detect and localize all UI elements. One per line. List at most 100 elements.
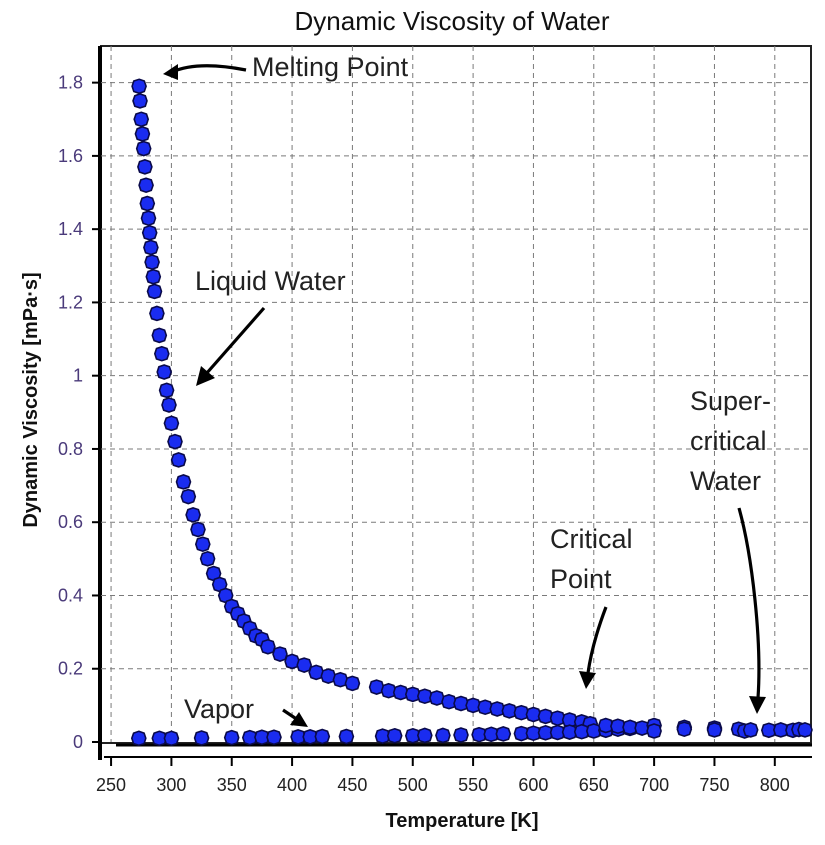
data-point bbox=[380, 682, 397, 699]
data-point bbox=[320, 668, 337, 684]
data-point bbox=[429, 690, 445, 706]
y-tick-label: 0.2 bbox=[58, 659, 83, 679]
data-point bbox=[314, 728, 331, 745]
critical-arrowhead bbox=[579, 671, 596, 689]
series-vapor bbox=[130, 720, 638, 747]
y-tick-label: 0.8 bbox=[58, 439, 83, 459]
data-point bbox=[153, 345, 170, 362]
vapor-arrowhead bbox=[290, 712, 308, 727]
y-tick-labels: 0 0.2 0.4 0.6 0.8 1 1.2 1.4 1.6 1.8 bbox=[58, 73, 83, 752]
data-point bbox=[392, 684, 409, 701]
data-point bbox=[175, 474, 192, 490]
annotation-supercritical-3: Water bbox=[690, 466, 761, 496]
data-point bbox=[163, 730, 180, 747]
x-tick-label: 250 bbox=[96, 775, 126, 795]
series-liquid-water bbox=[131, 78, 599, 732]
annotation-critical-1: Critical bbox=[550, 524, 633, 554]
x-tick-label: 800 bbox=[760, 775, 790, 795]
data-point bbox=[133, 111, 150, 128]
series-super-critical-water bbox=[597, 717, 813, 739]
data-point bbox=[151, 327, 168, 344]
data-point bbox=[453, 727, 469, 743]
data-point bbox=[132, 93, 148, 109]
data-point bbox=[193, 730, 210, 746]
data-point bbox=[416, 688, 433, 705]
y-tick-label: 1.2 bbox=[58, 292, 83, 312]
data-point bbox=[194, 536, 211, 553]
data-point bbox=[163, 415, 180, 432]
data-point bbox=[495, 726, 512, 742]
data-point bbox=[199, 550, 216, 567]
data-point bbox=[332, 671, 349, 688]
data-point bbox=[141, 224, 158, 241]
data-point bbox=[296, 657, 313, 673]
data-point bbox=[130, 730, 147, 747]
liquid-water-arrow bbox=[204, 306, 266, 376]
x-tick-label: 650 bbox=[579, 775, 609, 795]
data-point bbox=[138, 177, 154, 194]
data-point bbox=[453, 695, 469, 712]
x-tick-label: 400 bbox=[277, 775, 307, 795]
data-point bbox=[131, 78, 147, 95]
y-tick-label: 1 bbox=[73, 366, 83, 386]
data-point bbox=[465, 697, 481, 714]
y-tick-label: 0.4 bbox=[58, 585, 83, 605]
y-axis-label: Dynamic Viscosity [mPa·s] bbox=[20, 272, 42, 527]
data-point bbox=[170, 452, 187, 468]
y-tick-label: 1.6 bbox=[58, 146, 83, 166]
data-point bbox=[706, 722, 723, 738]
data-point bbox=[344, 675, 361, 692]
data-point bbox=[284, 653, 300, 670]
data-point bbox=[156, 364, 173, 380]
x-tick-label: 450 bbox=[337, 775, 367, 795]
data-point bbox=[537, 708, 554, 725]
annotation-supercritical-1: Super- bbox=[690, 386, 771, 416]
x-axis-label: Temperature [K] bbox=[386, 810, 539, 832]
data-point bbox=[144, 254, 160, 270]
data-point bbox=[149, 305, 165, 322]
data-point bbox=[134, 126, 151, 142]
chart-title: Dynamic Viscosity of Water bbox=[295, 6, 610, 36]
y-tick-label: 0.6 bbox=[58, 512, 83, 532]
x-tick-label: 500 bbox=[398, 775, 428, 795]
data-point bbox=[338, 728, 355, 745]
data-point bbox=[489, 701, 506, 717]
data-point bbox=[158, 382, 175, 399]
data-point bbox=[223, 729, 240, 746]
annotation-critical-2: Point bbox=[550, 564, 612, 594]
data-point bbox=[143, 239, 159, 256]
data-point bbox=[145, 268, 162, 285]
data-point bbox=[368, 679, 385, 695]
data-point bbox=[308, 664, 325, 681]
data-point bbox=[435, 727, 451, 744]
data-point bbox=[477, 699, 494, 716]
data-point bbox=[513, 704, 530, 721]
annotation-supercritical-2: critical bbox=[690, 426, 767, 456]
supercritical-arrow bbox=[737, 507, 761, 699]
x-tick-label: 750 bbox=[699, 775, 729, 795]
data-point bbox=[525, 706, 542, 723]
data-point bbox=[135, 140, 152, 157]
data-point bbox=[386, 727, 403, 744]
data-point bbox=[167, 433, 183, 450]
annotation-melting-point: Melting Point bbox=[252, 52, 409, 82]
data-point bbox=[266, 729, 282, 746]
x-tick-label: 600 bbox=[518, 775, 548, 795]
data-point bbox=[272, 646, 288, 662]
data-point bbox=[797, 722, 813, 738]
y-tick-label: 0 bbox=[73, 732, 83, 752]
x-tick-label: 300 bbox=[156, 775, 186, 795]
melting-point-arrowhead bbox=[163, 64, 178, 80]
data-point bbox=[260, 638, 276, 655]
plot-area bbox=[100, 45, 812, 744]
data-point bbox=[146, 283, 163, 300]
data-markers bbox=[130, 78, 813, 747]
data-point bbox=[190, 521, 206, 538]
x-tick-label: 550 bbox=[458, 775, 488, 795]
y-tick-label: 1.8 bbox=[58, 73, 83, 93]
x-tick-label: 700 bbox=[639, 775, 669, 795]
data-point bbox=[180, 488, 197, 505]
data-point bbox=[742, 722, 759, 738]
annotation-liquid-water: Liquid Water bbox=[195, 266, 346, 296]
